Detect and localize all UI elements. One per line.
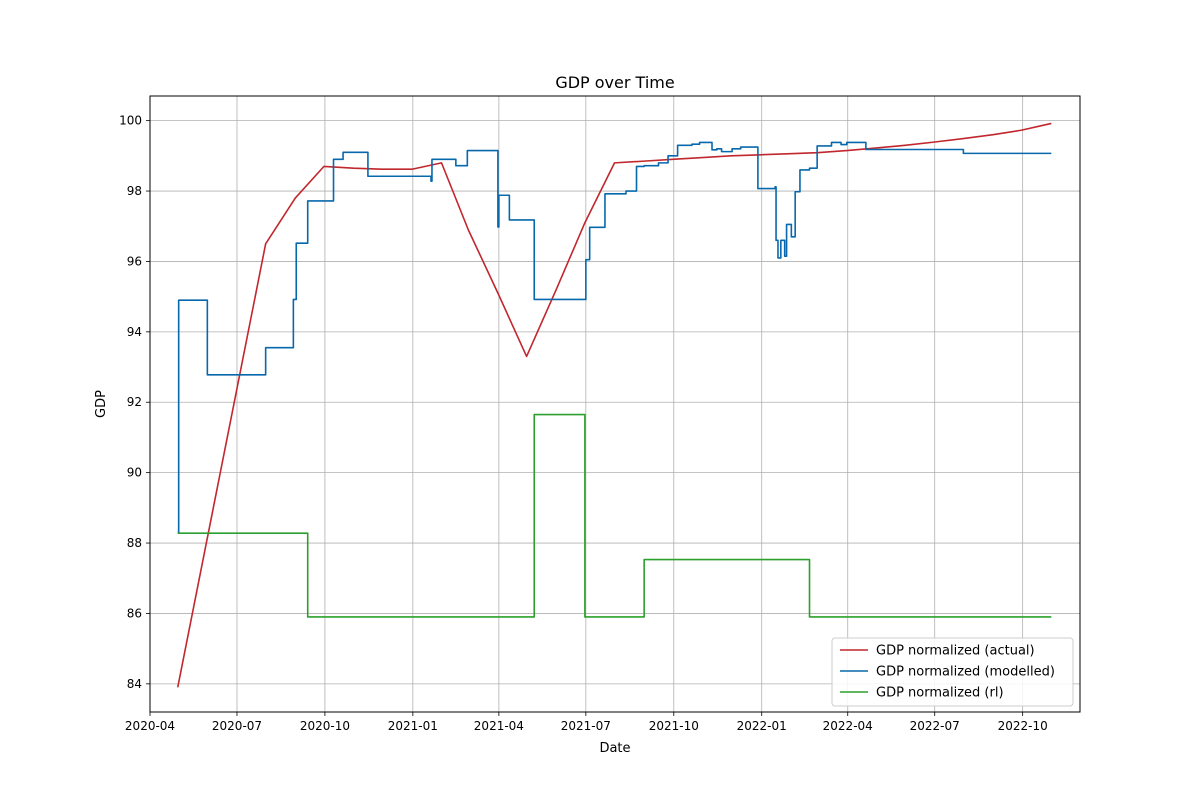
y-axis-label: GDP — [94, 390, 109, 418]
x-tick-label: 2020-07 — [212, 719, 262, 733]
y-tick-label: 84 — [127, 677, 142, 691]
y-tick-label: 100 — [119, 114, 142, 128]
x-tick-label: 2021-07 — [561, 719, 611, 733]
series-line-2 — [177, 141, 1052, 534]
plot-frame — [149, 95, 1081, 713]
legend: GDP normalized (actual) GDP normalized (m… — [831, 637, 1074, 707]
gridlines — [149, 96, 1080, 712]
y-tick-label: 98 — [127, 184, 142, 198]
x-tick-label: 2021-01 — [388, 719, 438, 733]
x-tick-label: 2022-01 — [737, 719, 787, 733]
series-lines — [176, 122, 1052, 688]
series-line-1 — [176, 122, 1052, 688]
x-tick-label: 2022-04 — [823, 719, 873, 733]
x-tick-label: 2020-10 — [300, 719, 350, 733]
y-tick-label: 96 — [127, 254, 142, 268]
axis-ticks: 2020-04 2020-07 2020-10 2021-01 2021-04 2021-… — [119, 114, 1048, 733]
x-tick-label: 2021-04 — [474, 719, 524, 733]
y-tick-label: 94 — [127, 325, 142, 339]
y-tick-label: 92 — [127, 395, 142, 409]
series-line-3 — [177, 413, 1052, 618]
legend-entry-label: GDP normalized (modelled) — [876, 665, 1055, 680]
x-tick-label: 2021-10 — [649, 719, 699, 733]
y-tick-label: 88 — [127, 536, 142, 550]
legend-entry-label: GDP normalized (actual) — [876, 644, 1035, 659]
x-tick-label: 2022-07 — [910, 719, 960, 733]
y-tick-label: 86 — [127, 606, 142, 620]
legend-entry-label: GDP normalized (rl) — [876, 686, 1004, 701]
y-tick-label: 90 — [127, 466, 142, 480]
chart-title: GDP over Time — [555, 73, 674, 92]
x-tick-label: 2020-04 — [125, 719, 175, 733]
x-tick-label: 2022-10 — [998, 719, 1048, 733]
legend-box — [831, 637, 1074, 707]
x-axis-label: Date — [599, 741, 630, 756]
